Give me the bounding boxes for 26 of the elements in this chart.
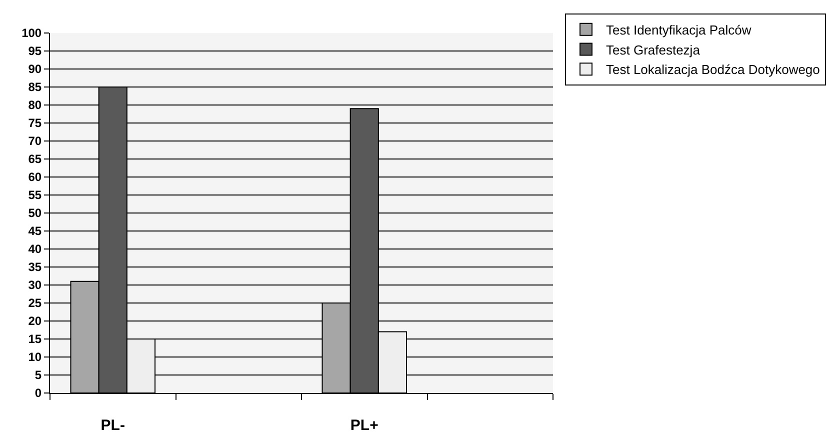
y-tick-label: 100 [22, 26, 42, 40]
y-tick-label: 55 [28, 188, 42, 202]
y-tick-label: 95 [28, 44, 42, 58]
y-tick-label: 5 [34, 368, 42, 382]
y-tick-label: 85 [28, 80, 42, 94]
legend-label: Test Identyfikacja Palców [606, 22, 752, 38]
y-tick-label: 70 [28, 134, 42, 148]
legend-label: Test Lokalizacja Bodźca Dotykowego [606, 62, 820, 78]
y-tick-label: 25 [28, 296, 42, 310]
y-tick-label: 20 [28, 314, 42, 328]
y-tick-label: 50 [28, 206, 42, 220]
y-tick-label: 90 [28, 62, 42, 76]
y-tick-label: 10 [28, 350, 42, 364]
y-tick-label: 60 [28, 170, 42, 184]
x-tick-label: PL- [100, 417, 125, 434]
y-tick-label: 40 [28, 242, 42, 256]
y-tick-label: 45 [28, 224, 42, 238]
y-tick-label: 80 [28, 98, 42, 112]
y-tick-label: 65 [28, 152, 42, 166]
y-tick-label: 0 [34, 386, 42, 400]
x-tick-label: PL+ [350, 417, 379, 434]
y-tick-label: 15 [28, 332, 42, 346]
legend-label: Test Grafestezja [606, 42, 701, 58]
y-tick-label: 30 [28, 278, 42, 292]
y-tick-label: 35 [28, 260, 42, 274]
y-tick-label: 75 [28, 116, 42, 130]
